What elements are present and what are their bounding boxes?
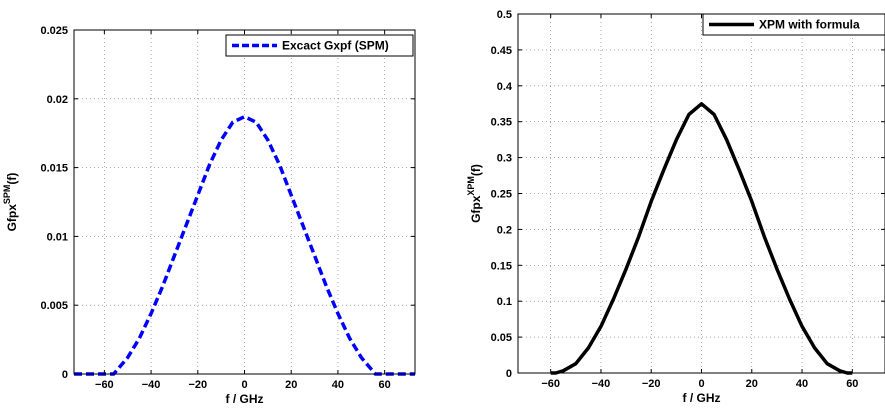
x-tick-label: 20 — [746, 378, 758, 390]
y-axis-label: GfpxSPM(f) — [2, 173, 19, 232]
y-tick-label: 0.025 — [40, 25, 68, 37]
y-tick-label: 0.4 — [497, 81, 513, 93]
x-tick-label: 40 — [796, 378, 808, 390]
legend-label: XPM with formula — [759, 18, 860, 32]
plot-area — [518, 14, 885, 373]
y-tick-label: 0 — [62, 369, 68, 381]
legend: XPM with formula — [702, 13, 885, 36]
x-tick-label: −40 — [592, 378, 611, 390]
legend: Excact Gxpf (SPM) — [225, 34, 414, 57]
y-tick-label: 0.3 — [497, 153, 512, 165]
y-tick-label: 0.25 — [491, 189, 512, 201]
y-axis-label: GfpxXPM(f) — [466, 164, 483, 223]
y-axis-label-tail: (f) — [5, 173, 19, 185]
y-tick-label: 0.015 — [40, 163, 68, 175]
y-tick-label: 0.15 — [491, 260, 512, 272]
legend-label: Excact Gxpf (SPM) — [282, 39, 389, 53]
y-tick-label: 0.5 — [497, 9, 512, 21]
x-tick-label: 20 — [285, 379, 297, 391]
x-tick-label: 60 — [379, 379, 391, 391]
y-tick-label: 0.35 — [491, 117, 512, 129]
x-axis-label: f / GHz — [226, 392, 264, 406]
legend-box — [225, 34, 414, 57]
x-tick-label: −60 — [541, 378, 560, 390]
x-tick-label: 60 — [846, 378, 858, 390]
x-tick-label: 0 — [698, 378, 704, 390]
y-axis-label-tail: (f) — [469, 164, 483, 176]
x-axis-label: f / GHz — [683, 391, 721, 405]
y-tick-label: 0.01 — [47, 231, 68, 243]
x-tick-label: −20 — [188, 379, 207, 391]
y-tick-label: 0 — [506, 368, 512, 380]
x-tick-label: −60 — [95, 379, 114, 391]
y-axis-label-base: Gfpx — [5, 204, 19, 232]
chart-panel-2: −60 −40 −20 0 20 40 60 0 0.05 0.1 0.15 0.2 0.25 0.3 0.… — [466, 9, 885, 405]
legend-box — [702, 13, 885, 36]
y-axis-label-superscript: SPM — [2, 185, 12, 205]
y-tick-label: 0.45 — [491, 45, 512, 57]
series-line-1 — [550, 102, 853, 375]
y-axis-label-base: Gfpx — [469, 195, 483, 223]
x-tick-label: 0 — [241, 379, 247, 391]
y-tick-label: 0.1 — [497, 296, 512, 308]
y-tick-label: 0.05 — [491, 332, 512, 344]
y-tick-label: 0.02 — [47, 94, 68, 106]
y-axis-label-superscript: XPM — [466, 176, 476, 196]
chart-panel-1: −60 −40 −20 0 20 40 60 0 0.005 0.01 0.015 0.02 0.025… — [2, 25, 416, 406]
y-tick-label: 0.2 — [497, 224, 512, 236]
x-tick-label: 40 — [332, 379, 344, 391]
y-tick-label: 0.005 — [40, 300, 68, 312]
x-tick-label: −20 — [642, 378, 661, 390]
x-tick-label: −40 — [142, 379, 161, 391]
